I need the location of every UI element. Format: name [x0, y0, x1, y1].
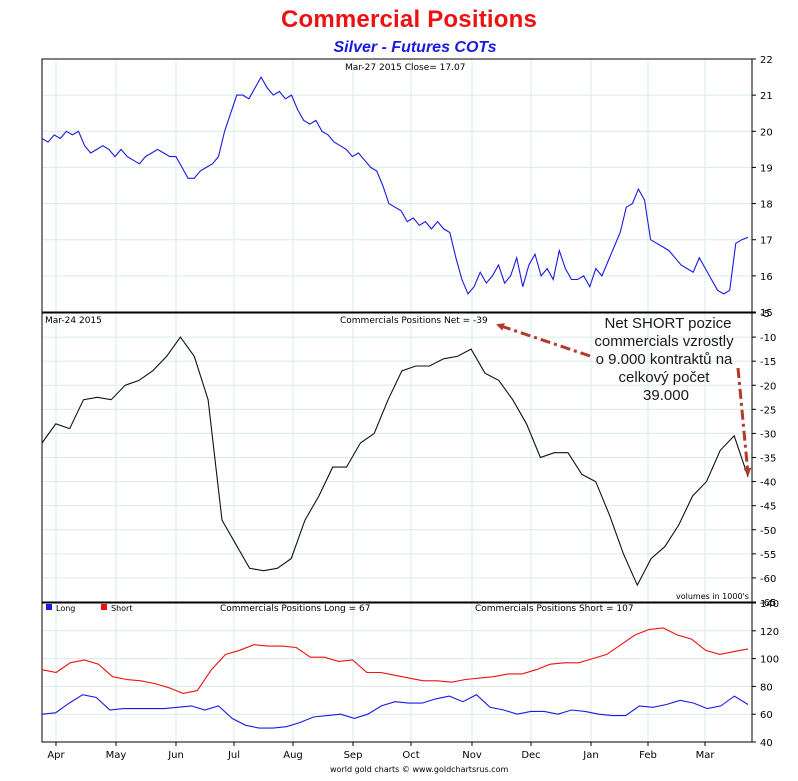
series-layer — [41, 75, 749, 729]
price-ytick-label: 21 — [760, 91, 773, 102]
xtick-label-dec: Dec — [521, 750, 540, 761]
long-short-panel-frame — [41, 602, 753, 743]
net-ytick-label: -65 — [760, 598, 776, 609]
price-ytick-label: 20 — [760, 127, 773, 138]
long-short-ytick-label: 140 — [760, 599, 779, 610]
long-short-ytick-label: 120 — [760, 627, 779, 638]
long-info-label: Commercials Positions Long = 67 — [220, 604, 370, 614]
price-ytick-label: 15 — [760, 308, 773, 319]
net-ytick-label: -60 — [760, 574, 776, 585]
annotation-line-2: commercials vzrostly — [594, 333, 734, 350]
price-ytick-label: 19 — [760, 163, 773, 174]
legend-long-label: Long — [56, 604, 75, 613]
xtick-label-jun: Jun — [167, 750, 184, 761]
net-units-note: volumes in 1000's — [676, 592, 749, 601]
long-short-ytick-label: 80 — [760, 682, 773, 693]
xtick-label-aug: Aug — [283, 750, 303, 761]
axis-layer: 15 16 17 18 19 20 21 22 -5 -10 -15 -20 -25 -30 -35 -40 -… — [47, 55, 779, 761]
price-ytick-label: 16 — [760, 272, 773, 283]
chart-title: Commercial Positions — [280, 6, 538, 33]
annotation-line-1: Net SHORT pozice — [605, 315, 732, 332]
net-ytick-label: -50 — [760, 526, 776, 537]
net-ytick-label: -10 — [760, 333, 776, 344]
net-ytick-label: -20 — [760, 381, 776, 392]
net-ytick-label: -45 — [760, 502, 776, 513]
xtick-label-mar: Mar — [696, 750, 716, 761]
xtick-label-jan: Jan — [582, 750, 598, 761]
net-date-label: Mar-24 2015 — [45, 316, 102, 326]
net-ytick-label: -30 — [760, 429, 776, 440]
long-short-ytick-label: 100 — [760, 655, 779, 666]
net-ytick-label: -40 — [760, 478, 776, 489]
footer-credit: world gold charts © www.goldchartsrus.co… — [330, 765, 508, 774]
xtick-label-may: May — [106, 750, 127, 761]
price-ytick-label: 17 — [760, 236, 773, 247]
long-line — [41, 694, 749, 729]
xtick-label-sep: Sep — [344, 750, 363, 761]
net-ytick-label: -15 — [760, 357, 776, 368]
annotation-line-5: 39.000 — [643, 387, 689, 404]
short-info-label: Commercials Positions Short = 107 — [475, 604, 634, 614]
xtick-label-feb: Feb — [639, 750, 657, 761]
xtick-label-oct: Oct — [402, 750, 419, 761]
legend-short-label: Short — [111, 604, 132, 613]
price-line — [41, 75, 749, 295]
net-info-label: Commercials Positions Net = -39 — [340, 316, 488, 326]
price-panel-frame — [41, 58, 753, 313]
net-ytick-label: -25 — [760, 405, 776, 416]
net-ytick-label: -55 — [760, 550, 776, 561]
net-line — [41, 336, 749, 587]
legend-long-swatch — [46, 604, 52, 610]
arrow-to-net-label — [496, 323, 591, 358]
net-ytick-label: -35 — [760, 454, 776, 465]
chart-subtitle: Silver - Futures COTs — [333, 39, 497, 56]
short-line — [41, 627, 749, 694]
arrow-to-last-value — [736, 367, 752, 476]
price-info-label: Mar-27 2015 Close= 17.07 — [345, 63, 465, 73]
long-short-ytick-label: 60 — [760, 710, 773, 721]
annotation-line-3: o 9.000 kontraktů na — [596, 351, 733, 368]
net-ytick-label: -5 — [760, 309, 770, 320]
annotation: Net SHORT pozice commercials vzrostly o … — [496, 315, 752, 476]
legend-short-swatch — [101, 604, 107, 610]
xtick-label-apr: Apr — [47, 750, 65, 761]
price-ytick-label: 22 — [760, 55, 773, 66]
xtick-label-jul: Jul — [227, 750, 240, 761]
long-short-ytick-label: 40 — [760, 738, 773, 749]
chart-header: Commercial Positions Silver - Futures CO… — [0, 0, 798, 60]
price-ytick-label: 18 — [760, 200, 773, 211]
xtick-label-nov: Nov — [462, 750, 482, 761]
annotation-line-4: celkový počet — [619, 369, 711, 386]
